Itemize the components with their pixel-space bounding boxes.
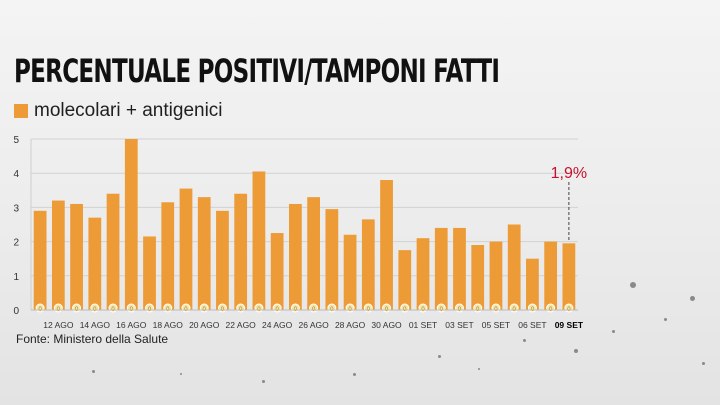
bar [380,180,393,310]
x-tick-label: 03 SET [445,320,473,330]
bar [289,203,302,310]
bar [124,139,138,310]
x-tick-label: 06 SET [518,320,546,330]
bar [507,224,521,310]
y-tick-label: 3 [13,203,19,214]
x-tick-label: 18 AGO [153,320,184,330]
bar [471,245,485,310]
bar [416,238,430,310]
legend: molecolari + antigenici [14,100,223,122]
x-tick-label: 14 AGO [80,320,111,330]
bar [216,210,229,310]
bar [143,236,156,310]
bar [252,171,266,310]
bar [526,258,539,310]
bar [562,243,576,310]
chart-title: PERCENTUALE POSITIVI/TAMPONI FATTI [14,52,500,90]
y-tick-label: 2 [13,238,19,249]
bar [179,188,193,310]
x-tick-label: 30 AGO [371,320,402,330]
annotation-label: 1,9% [551,165,587,182]
x-tick-label: 01 SET [409,320,437,330]
y-tick-label: 4 [13,169,19,180]
y-tick-label: 1 [13,272,19,283]
bar [434,227,448,310]
bar [343,234,357,310]
x-tick-label: 24 AGO [262,320,293,330]
bar [70,203,83,310]
bar [88,217,102,310]
x-tick-label: 09 SET [555,320,584,330]
x-tick-label: 28 AGO [335,320,366,330]
bar [234,193,248,310]
source-note: Fonte: Ministero della Salute [16,332,169,346]
bar [398,250,412,310]
bar [325,209,339,310]
x-tick-label: 26 AGO [298,320,329,330]
x-tick-label: 12 AGO [43,320,74,330]
bar [270,233,284,310]
bar [544,241,558,310]
bar [106,193,120,310]
legend-label: molecolari + antigenici [34,100,223,121]
x-tick-label: 05 SET [482,320,510,330]
bar [33,210,47,310]
bar [197,197,211,310]
x-tick-label: 16 AGO [116,320,147,330]
bar [307,197,320,310]
x-tick-label: 22 AGO [226,320,257,330]
bar [453,227,466,310]
y-tick-label: 0 [13,306,19,317]
bar [161,202,175,310]
legend-swatch [14,104,28,118]
y-tick-label: 5 [13,135,19,146]
x-tick-label: 20 AGO [189,320,220,330]
bar [51,200,65,310]
bar [489,241,503,310]
bar [361,219,375,310]
